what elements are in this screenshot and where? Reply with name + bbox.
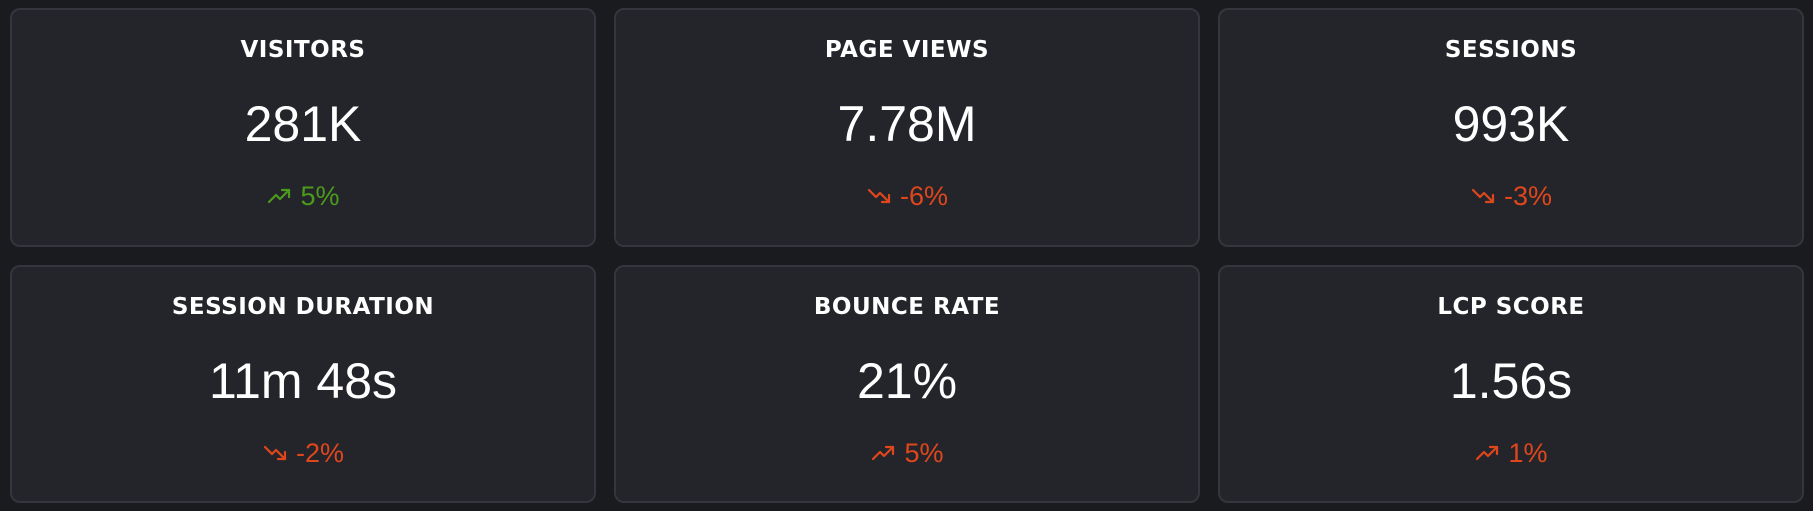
trending-down-icon bbox=[1470, 186, 1496, 206]
trending-up-icon bbox=[266, 186, 292, 206]
metric-change-value: 5% bbox=[904, 437, 944, 468]
metric-change: 1% bbox=[1474, 437, 1548, 469]
metric-change-value: 5% bbox=[300, 181, 340, 211]
metric-card-page-views: PAGE VIEWS 7.78M -6% bbox=[614, 8, 1200, 247]
metric-title: VISITORS bbox=[240, 37, 366, 63]
metric-change-value: -3% bbox=[1503, 181, 1552, 211]
metric-card-sessions: SESSIONS 993K -3% bbox=[1218, 8, 1804, 247]
trending-up-icon bbox=[870, 443, 896, 463]
metric-change-value: -6% bbox=[899, 181, 948, 211]
metric-title: LCP SCORE bbox=[1437, 293, 1585, 320]
metric-value: 993K bbox=[1452, 96, 1570, 152]
trending-down-icon bbox=[262, 443, 288, 463]
metric-title: PAGE VIEWS bbox=[824, 37, 990, 63]
metric-value: 1.56s bbox=[1449, 352, 1573, 409]
trending-down-icon bbox=[866, 186, 892, 206]
metric-change-value: -2% bbox=[295, 437, 344, 468]
metric-value: 7.78M bbox=[837, 96, 977, 152]
trending-up-icon bbox=[1474, 443, 1500, 463]
metric-card-visitors: VISITORS 281K 5% bbox=[10, 8, 596, 247]
metric-value: 21% bbox=[856, 352, 958, 409]
metric-title: SESSION DURATION bbox=[171, 293, 435, 320]
metrics-grid: VISITORS 281K 5% PAGE VIEWS 7.78M -6% SE… bbox=[10, 8, 1804, 503]
metric-change: 5% bbox=[870, 437, 944, 469]
metric-title: SESSIONS bbox=[1444, 37, 1578, 63]
metric-change: -6% bbox=[866, 180, 948, 212]
metric-card-session-duration: SESSION DURATION 11m 48s -2% bbox=[10, 264, 596, 503]
metric-change: -3% bbox=[1470, 180, 1552, 212]
metric-value: 11m 48s bbox=[208, 352, 398, 409]
metric-title: BOUNCE RATE bbox=[813, 293, 1001, 320]
metric-change: 5% bbox=[266, 180, 340, 212]
metric-change: -2% bbox=[262, 437, 344, 469]
metric-value: 281K bbox=[244, 96, 362, 152]
metric-card-bounce-rate: BOUNCE RATE 21% 5% bbox=[614, 264, 1200, 503]
metric-change-value: 1% bbox=[1508, 437, 1548, 468]
metric-card-lcp-score: LCP SCORE 1.56s 1% bbox=[1218, 264, 1804, 503]
